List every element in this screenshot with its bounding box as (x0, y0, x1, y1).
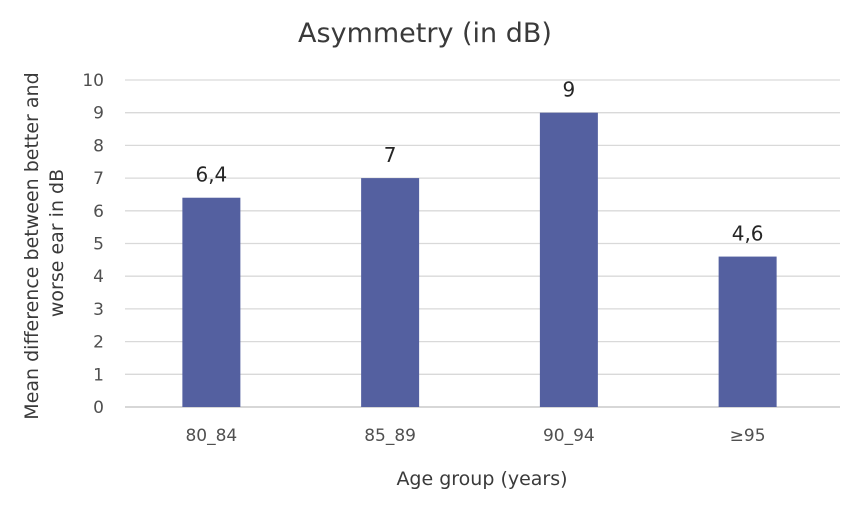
y-tick-label: 4 (93, 267, 104, 287)
y-tick-label: 8 (93, 136, 104, 156)
bar (182, 197, 241, 407)
y-tick-label: 7 (93, 169, 104, 189)
y-tick-label: 3 (93, 300, 104, 320)
x-axis-label: Age group (years) (396, 468, 567, 490)
x-axis-ticks: 80_84 85_89 90_94 ≥95 (185, 426, 765, 446)
y-tick-label: 9 (93, 104, 104, 124)
data-labels: 6,4 7 9 4,6 (195, 78, 763, 246)
y-tick-label: 0 (93, 398, 104, 418)
y-axis-label-line-1: Mean difference between better and (21, 72, 43, 419)
y-axis-label-line-2: worse ear in dB (46, 169, 68, 317)
y-axis-ticks: 0 1 2 3 4 5 6 7 8 9 10 (82, 71, 104, 418)
x-tick-label: ≥95 (730, 426, 766, 446)
y-tick-label: 5 (93, 235, 104, 255)
bar (361, 178, 420, 407)
y-tick-label: 10 (82, 71, 104, 91)
y-tick-label: 6 (93, 202, 104, 222)
data-label: 6,4 (195, 163, 227, 187)
chart-title: Asymmetry (in dB) (298, 18, 552, 49)
data-label: 4,6 (732, 222, 764, 246)
y-axis-label: Mean difference between better and worse… (21, 66, 68, 419)
gridlines (125, 79, 840, 408)
y-tick-label: 2 (93, 333, 104, 353)
data-label: 9 (563, 78, 576, 102)
data-label: 7 (384, 143, 397, 167)
x-tick-label: 85_89 (364, 426, 416, 446)
x-tick-label: 80_84 (185, 426, 237, 446)
y-tick-label: 1 (93, 365, 104, 385)
x-tick-label: 90_94 (543, 426, 595, 446)
bar (539, 112, 598, 407)
bars (182, 112, 777, 407)
bar (718, 256, 777, 407)
